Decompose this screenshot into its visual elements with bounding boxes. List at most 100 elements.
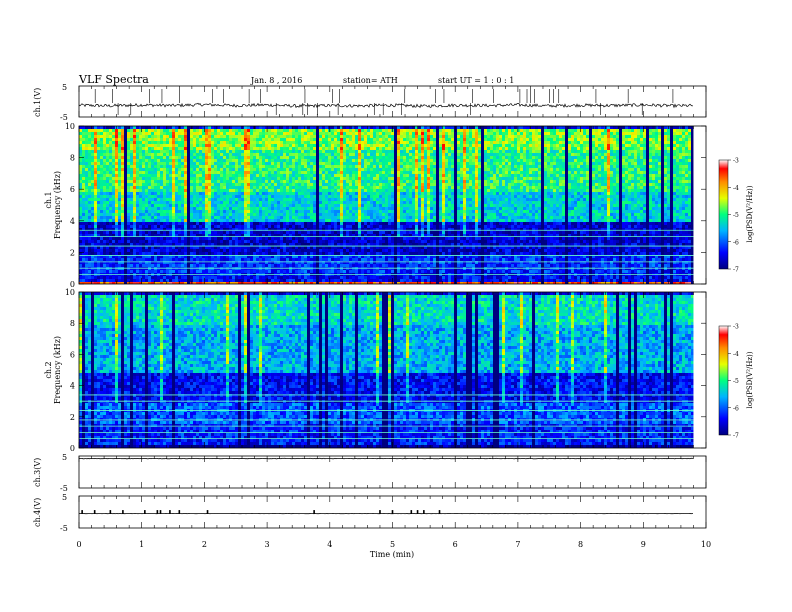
spectrogram-cell [178, 156, 181, 159]
spectrogram-cell [208, 189, 211, 192]
spectrogram-cell [685, 156, 688, 159]
spectrogram-cell [595, 180, 598, 183]
spectrogram-cell [289, 192, 292, 195]
spectrogram-cell [418, 177, 421, 180]
spectrogram-cell [541, 144, 544, 147]
spectrogram-cell [601, 168, 604, 171]
spectrogram-cell [283, 195, 286, 198]
spectrogram-cell [661, 144, 664, 147]
spectrogram-cell [541, 192, 544, 195]
spectrogram-cell [670, 174, 673, 177]
spectrogram-cell [541, 156, 544, 159]
spectrogram-cell [433, 177, 436, 180]
spectrogram-cell [127, 189, 130, 192]
spectrogram-cell [199, 129, 202, 132]
spectrogram-cell [403, 183, 406, 186]
spectrogram-cell [394, 138, 397, 141]
spectrogram-cell [337, 144, 340, 147]
spectrogram-cell [460, 168, 463, 171]
spectrogram-cell [685, 135, 688, 138]
spectrogram-cell [223, 168, 226, 171]
spectrogram-cell [616, 138, 619, 141]
spectrogram-cell [484, 156, 487, 159]
spectrogram-cell [100, 150, 103, 153]
spectrogram-cell [409, 159, 412, 162]
spectrogram-cell [424, 159, 427, 162]
spectrogram-cell [163, 189, 166, 192]
spectrogram-cell [118, 135, 121, 138]
spectrogram-cell [379, 129, 382, 132]
spectrogram-cell [343, 138, 346, 141]
spectrogram-cell [325, 132, 328, 135]
spectrogram-cell [397, 126, 400, 129]
spectrogram-cell [418, 162, 421, 165]
spectrogram-cell [124, 153, 127, 156]
spectrogram-cell [532, 153, 535, 156]
spectrogram-cell [115, 144, 118, 147]
spectrogram-cell [427, 180, 430, 183]
spectrogram-cell [445, 177, 448, 180]
spectrogram-cell [433, 144, 436, 147]
spectrogram-cell [628, 129, 631, 132]
spectrogram-cell [199, 165, 202, 168]
spectrogram-cell [133, 138, 136, 141]
spectrogram-cell [346, 171, 349, 174]
spectrogram-cell [304, 150, 307, 153]
spectrogram-cell [211, 126, 214, 129]
spectrogram-cell [403, 129, 406, 132]
spectrogram-cell [262, 147, 265, 150]
spectrogram-cell [439, 189, 442, 192]
spectrogram-cell [148, 171, 151, 174]
spectrogram-cell [475, 138, 478, 141]
spectrogram-cell [583, 126, 586, 129]
spectrogram-cell [286, 141, 289, 144]
spectrogram-cell [451, 147, 454, 150]
spectrogram-cell [337, 195, 340, 198]
spectrogram-cell [679, 144, 682, 147]
spectrogram-cell [187, 189, 190, 192]
spectrogram-cell [277, 192, 280, 195]
spectrogram-cell [574, 174, 577, 177]
spectrogram-cell [109, 183, 112, 186]
spectrogram-cell [280, 150, 283, 153]
spectrogram-cell [514, 186, 517, 189]
spectrogram-cell [523, 165, 526, 168]
spectrogram-cell [487, 192, 490, 195]
spectrogram-cell [499, 174, 502, 177]
spectrogram-cell [688, 135, 691, 138]
spectrogram-cell [433, 174, 436, 177]
spectrogram-cell [187, 195, 190, 198]
spectrogram-cell [229, 186, 232, 189]
spectrogram-cell [298, 150, 301, 153]
spectrogram-cell [658, 138, 661, 141]
spectrogram-cell [463, 150, 466, 153]
spectrogram-cell [337, 186, 340, 189]
spectrogram-cell [430, 186, 433, 189]
spectrogram-cell [454, 141, 457, 144]
spectrogram-cell [304, 147, 307, 150]
spectrogram-cell [382, 162, 385, 165]
spectrogram-cell [232, 165, 235, 168]
spectrogram-cell [490, 144, 493, 147]
spectrogram-cell [211, 195, 214, 198]
spectrogram-cell [376, 183, 379, 186]
spectrogram-cell [691, 156, 694, 159]
spectrogram-cell [181, 192, 184, 195]
spectrogram-cell [508, 159, 511, 162]
spectrogram-cell [643, 189, 646, 192]
spectrogram-cell [505, 168, 508, 171]
spectrogram-cell [511, 141, 514, 144]
spectrogram-cell [574, 168, 577, 171]
spectrogram-cell [580, 186, 583, 189]
spectrogram-cell [364, 171, 367, 174]
spectrogram-cell [496, 195, 499, 198]
spectrogram-cell [583, 153, 586, 156]
spectrogram-cell [388, 156, 391, 159]
spectrogram-cell [553, 195, 556, 198]
spectrogram-cell [523, 162, 526, 165]
spectrogram-cell [520, 138, 523, 141]
spectrogram-cell [484, 177, 487, 180]
spectrogram-cell [187, 144, 190, 147]
spectrogram-cell [175, 129, 178, 132]
spectrogram-cell [457, 189, 460, 192]
